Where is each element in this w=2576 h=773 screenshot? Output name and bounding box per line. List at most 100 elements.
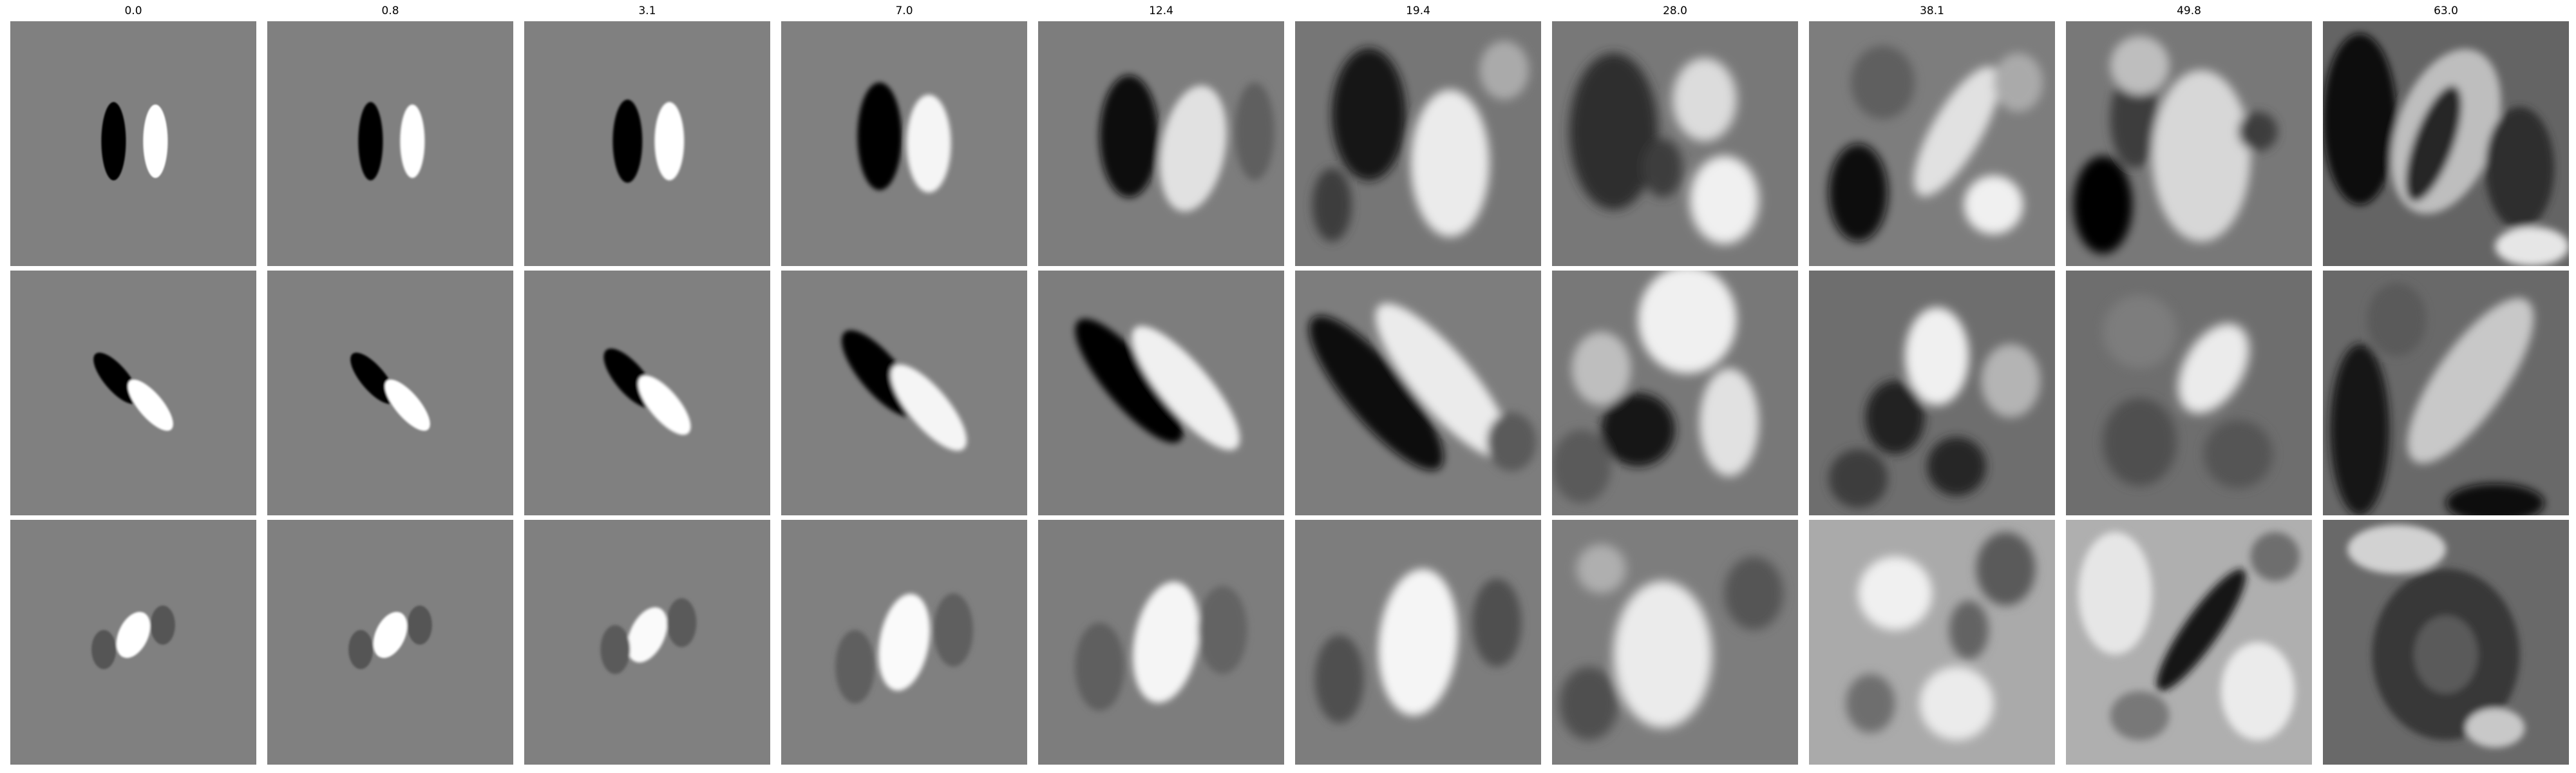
response-map-tile [781,271,1027,515]
intensity-blob [2103,295,2177,368]
intensity-blob [891,364,967,451]
response-map-tile [1552,21,1798,266]
intensity-blob [2405,86,2462,202]
response-map-tile [10,21,256,266]
intensity-blob [400,104,425,178]
intensity-blob [1198,586,1247,674]
intensity-blob [2156,569,2246,691]
column-title: 38.1 [1920,5,1944,17]
tile-background [781,21,1027,266]
intensity-blob [627,607,668,663]
response-map-tile [1809,271,2055,515]
intensity-blob [2485,107,2555,229]
intensity-blob [2110,691,2170,740]
intensity-blob [2250,532,2300,581]
intensity-blob [128,379,173,431]
intensity-blob [2367,283,2427,356]
intensity-blob [1075,318,1184,443]
intensity-blob [116,611,151,658]
response-map-tile [1552,520,1798,765]
intensity-blob [1099,75,1159,198]
intensity-blob [1309,315,1444,471]
intensity-blob [1919,667,1994,740]
intensity-blob [348,630,374,669]
intensity-blob [1571,332,1631,405]
column-title: 7.0 [895,5,913,17]
intensity-blob [2152,70,2251,242]
column-title: 3.1 [638,5,656,17]
intensity-blob [1159,85,1227,212]
response-map-tile [1809,21,2055,266]
response-map-tile [524,520,770,765]
column-title: 19.4 [1406,5,1430,17]
response-map-tile [1809,520,2055,765]
response-map-tile [1295,520,1541,765]
response-map-tile [781,520,1027,765]
intensity-blob [1643,138,1683,198]
response-map-tile [1038,271,1284,515]
response-map-tile [1295,21,1541,266]
response-map-tile [524,21,770,266]
intensity-blob [2110,70,2160,168]
intensity-blob [2446,483,2544,515]
intensity-blob [2407,298,2534,464]
intensity-blob [2178,323,2249,414]
response-map-tile [2323,271,2569,515]
intensity-blob [1132,582,1200,703]
intensity-blob [1672,58,1737,142]
intensity-blob [2103,397,2177,486]
intensity-blob [1332,48,1406,180]
intensity-blob [1486,412,1537,472]
intensity-blob [1927,437,1987,496]
response-map-tile [267,520,513,765]
response-map-tile [781,21,1027,266]
intensity-blob [2347,524,2446,574]
intensity-blob [612,99,643,183]
response-map-tile [1295,271,1541,515]
intensity-blob [1689,156,1759,244]
intensity-blob [1559,667,1619,740]
response-map-tile [2323,21,2569,266]
response-map-tile [1038,520,1284,765]
tile-background [524,21,770,266]
column-title: 49.8 [2177,5,2201,17]
intensity-blob [1479,41,1529,100]
response-map-tile [2066,271,2312,515]
intensity-blob [1964,175,2023,234]
intensity-blob [2078,532,2152,654]
intensity-blob [906,95,951,193]
response-map-tile [2066,21,2312,266]
intensity-blob [2203,419,2273,489]
intensity-blob [1949,600,1989,660]
intensity-blob [1976,532,2036,606]
intensity-blob [878,593,930,691]
intensity-blob [91,630,117,669]
intensity-blob [2414,615,2478,694]
intensity-blob [1601,393,1675,466]
intensity-blob [667,598,697,647]
column-title: 12.4 [1149,5,1173,17]
response-map-tile [267,21,513,266]
intensity-blob [1828,449,1888,508]
response-map-tile [2323,520,2569,765]
intensity-blob [350,352,396,404]
intensity-blob [1846,674,1895,733]
intensity-blob [1472,578,1522,667]
response-map-tile [10,271,256,515]
intensity-blob [1981,344,2041,417]
intensity-blob [1552,430,1611,503]
tile-background [10,21,256,266]
response-map-tile [10,520,256,765]
intensity-blob [1858,557,1932,630]
intensity-blob [2495,227,2569,266]
intensity-blob [654,102,685,180]
intensity-blob [1312,168,1352,242]
response-map-tile [267,271,513,515]
intensity-blob [835,630,875,703]
intensity-blob [1638,271,1737,374]
intensity-blob [1828,144,1888,242]
intensity-blob [1577,544,1626,593]
intensity-blob [1865,381,1925,454]
intensity-blob [638,375,691,435]
intensity-blob [1378,569,1458,716]
